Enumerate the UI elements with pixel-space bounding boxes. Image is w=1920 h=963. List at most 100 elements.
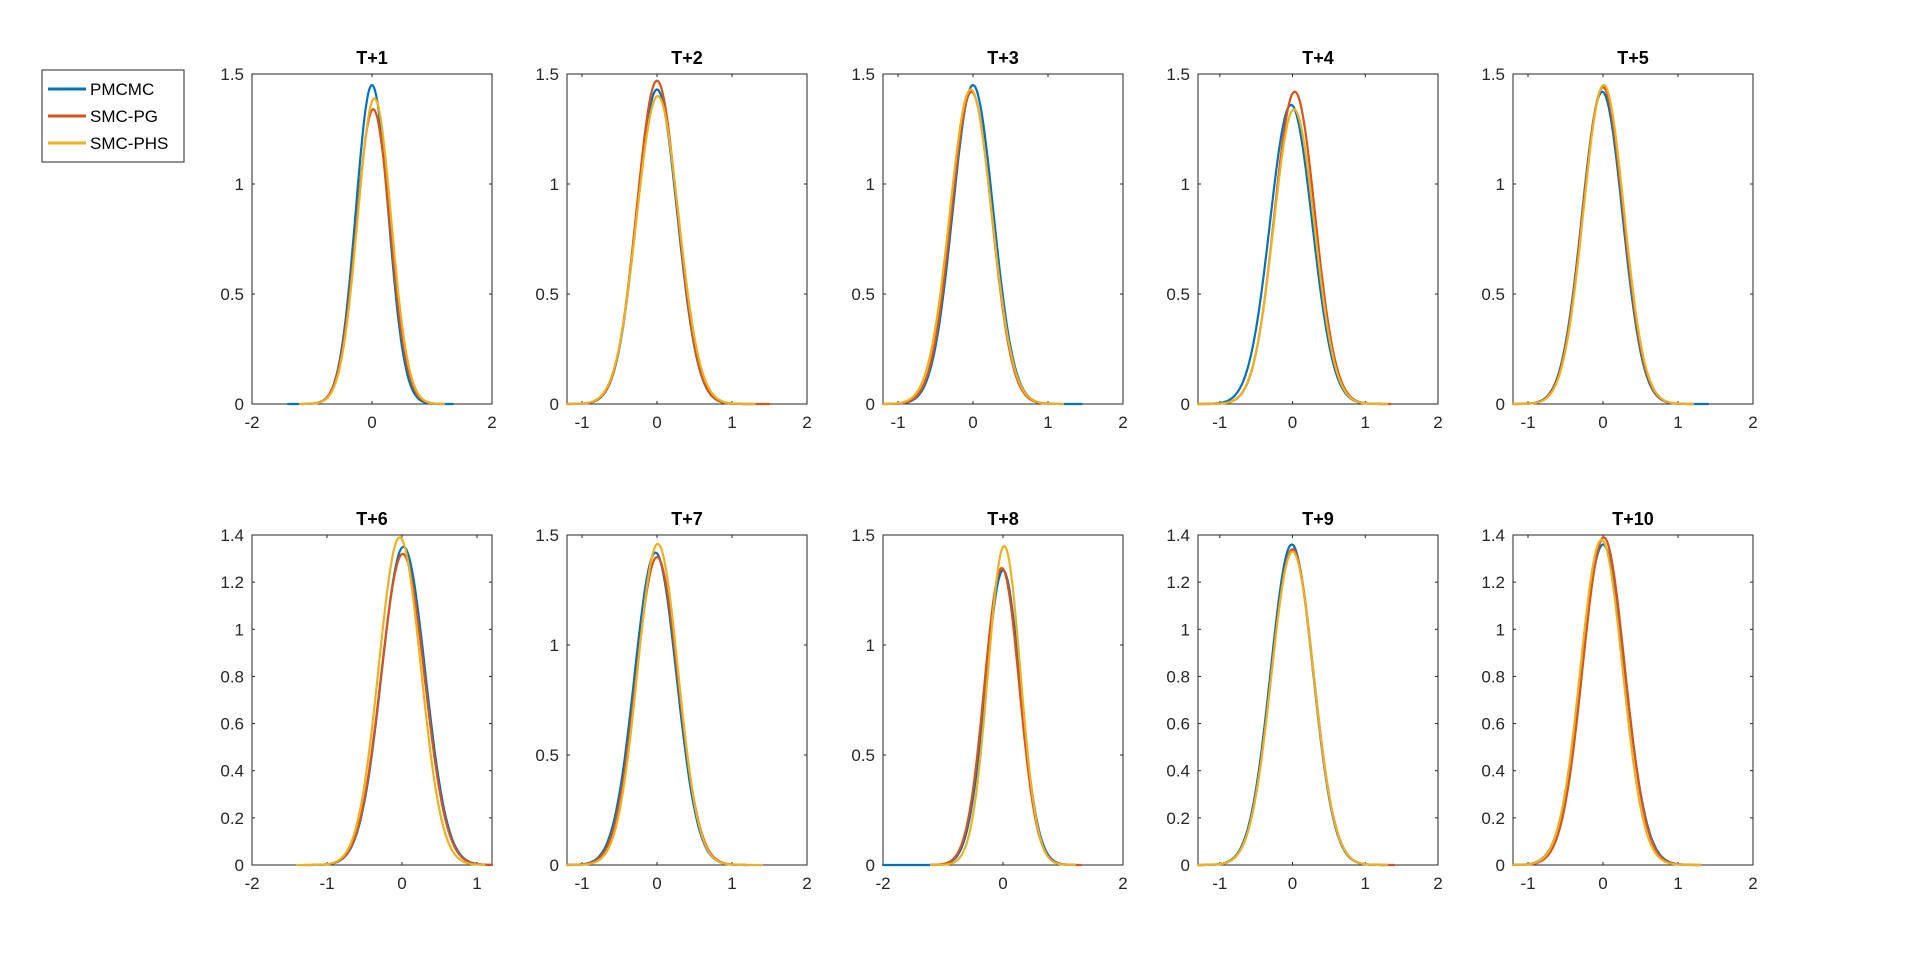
y-tick-label: 1.5 — [220, 65, 244, 84]
series-line-smc-phs — [565, 94, 756, 406]
y-tick-label: 1 — [1181, 620, 1190, 639]
x-tick-label: 1 — [727, 413, 736, 432]
x-tick-label: 2 — [1118, 413, 1127, 432]
y-tick-label: 1.4 — [1481, 526, 1505, 545]
legend-label-smc-phs: SMC-PHS — [90, 134, 168, 153]
y-tick-label: 0.5 — [1166, 285, 1190, 304]
x-tick-label: -1 — [1212, 874, 1227, 893]
x-tick-label: -1 — [574, 874, 589, 893]
y-tick-label: 1.5 — [1481, 65, 1505, 84]
panel-title: T+1 — [356, 48, 388, 68]
panel-title: T+10 — [1612, 509, 1654, 529]
chart-panel-1: T+1-2 0 200.511.5 — [220, 48, 496, 432]
series-line-smc-phs — [1196, 108, 1389, 406]
y-tick-label: 0.8 — [1481, 667, 1505, 686]
y-tick-label: 1.5 — [535, 526, 559, 545]
x-tick-label: 1 — [727, 874, 736, 893]
panel-title: T+3 — [987, 48, 1019, 68]
x-tick-label: 1 — [1361, 413, 1370, 432]
y-tick-label: 1 — [235, 175, 244, 194]
x-tick-label: -1 — [1520, 874, 1535, 893]
x-tick-label: 0 — [998, 874, 1007, 893]
x-tick-label: -1 — [319, 874, 334, 893]
series-line-smc-phs — [295, 536, 486, 867]
y-tick-label: 0 — [550, 856, 559, 875]
y-tick-label: 0.5 — [535, 285, 559, 304]
x-tick-label: -1 — [574, 413, 589, 432]
x-tick-label: 2 — [1748, 413, 1757, 432]
chart-panel-10: T+10 -1 0 1 2 0 0.2 0.4 0.6 0.8 1 1.2 1.4 — [1481, 509, 1757, 893]
x-tick-label: 1 — [1673, 874, 1682, 893]
series-line-smc-phs — [565, 542, 764, 867]
y-tick-label: 1 — [235, 620, 244, 639]
axes-box — [251, 534, 493, 866]
legend: PMCMC SMC-PG SMC-PHS — [41, 69, 185, 163]
panel-title: T+5 — [1617, 48, 1649, 68]
x-tick-label: 2 — [802, 874, 811, 893]
y-tick-label: 0.5 — [220, 285, 244, 304]
y-tick-label: 0 — [1496, 395, 1505, 414]
series-line-smc-phs — [929, 544, 1077, 867]
axes-box — [882, 534, 1124, 866]
x-tick-label: 2 — [802, 413, 811, 432]
x-tick-label: -1 — [1212, 413, 1227, 432]
chart-panel-2: T+2 -1 0 1 2 0 0.5 1 1.5 — [535, 48, 811, 432]
chart-panel-3: T+3 -1 0 1 2 0 0.5 1 1.5 — [851, 48, 1127, 432]
axes-box — [251, 73, 493, 405]
axes-box — [1197, 534, 1439, 866]
y-tick-label: 1 — [1496, 620, 1505, 639]
y-tick-label: 0.4 — [1481, 762, 1505, 781]
x-tick-label: 0 — [652, 413, 661, 432]
axes-box — [1512, 534, 1754, 866]
y-tick-label: 1.5 — [851, 65, 875, 84]
y-tick-label: 0.8 — [1166, 667, 1190, 686]
x-tick-label: 1 — [472, 874, 481, 893]
y-tick-label: 0.6 — [1166, 715, 1190, 734]
y-tick-label: 0 — [866, 856, 875, 875]
y-tick-label: 0.2 — [1166, 809, 1190, 828]
x-tick-label: 0 — [367, 413, 376, 432]
x-tick-label: 2 — [1433, 874, 1442, 893]
x-tick-label: 1 — [1043, 413, 1052, 432]
series-line-smc-phs — [881, 88, 1065, 406]
y-tick-label: 0 — [235, 856, 244, 875]
x-tick-label: 0 — [397, 874, 406, 893]
y-tick-label: 0 — [866, 395, 875, 414]
x-tick-label: 2 — [1118, 874, 1127, 893]
y-tick-label: 1.5 — [535, 65, 559, 84]
y-tick-label: 0.6 — [1481, 715, 1505, 734]
y-tick-label: 1 — [1181, 175, 1190, 194]
y-tick-label: 1.5 — [1166, 65, 1190, 84]
panel-title: T+2 — [671, 48, 703, 68]
y-tick-label: 0 — [235, 395, 244, 414]
x-tick-label: 0 — [1598, 874, 1607, 893]
axes-box — [566, 534, 808, 866]
y-tick-label: 1.4 — [1166, 526, 1190, 545]
panels: T+1-2 0 200.511.5T+2-1 0 1 200.511.5T+3-1 0 1 20… — [220, 48, 1757, 893]
x-tick-label: -2 — [875, 874, 890, 893]
y-tick-label: 0.5 — [1481, 285, 1505, 304]
y-tick-label: 0 — [1181, 856, 1190, 875]
x-tick-label: 1 — [1361, 874, 1370, 893]
x-tick-label: -1 — [1520, 413, 1535, 432]
y-tick-label: 1.5 — [851, 526, 875, 545]
panel-title: T+6 — [356, 509, 388, 529]
panel-title: T+8 — [987, 509, 1019, 529]
y-tick-label: 0.5 — [851, 746, 875, 765]
x-tick-label: 2 — [487, 413, 496, 432]
x-tick-label: 0 — [1598, 413, 1607, 432]
x-tick-label: 1 — [1673, 413, 1682, 432]
y-tick-label: 0.2 — [1481, 809, 1505, 828]
y-tick-label: 1 — [866, 175, 875, 194]
chart-panel-7: T+7 -1 0 1 2 0 0.5 1 1.5 — [535, 509, 811, 893]
y-tick-label: 0.5 — [535, 746, 559, 765]
y-tick-label: 0 — [1181, 395, 1190, 414]
y-tick-label: 0.6 — [220, 715, 244, 734]
series-line-smc-phs — [1511, 84, 1695, 406]
y-tick-label: 1.2 — [220, 573, 244, 592]
x-tick-label: 0 — [1288, 874, 1297, 893]
axes-box — [1512, 73, 1754, 405]
chart-panel-9: T+9 -1 0 1 2 0 0.2 0.4 0.6 0.8 1 1.2 1.4 — [1166, 509, 1442, 893]
chart-panel-6: T+6 -2 -1 0 1 0 0.2 0.4 0.6 0.8 1 1.2 1.4 — [220, 509, 494, 893]
